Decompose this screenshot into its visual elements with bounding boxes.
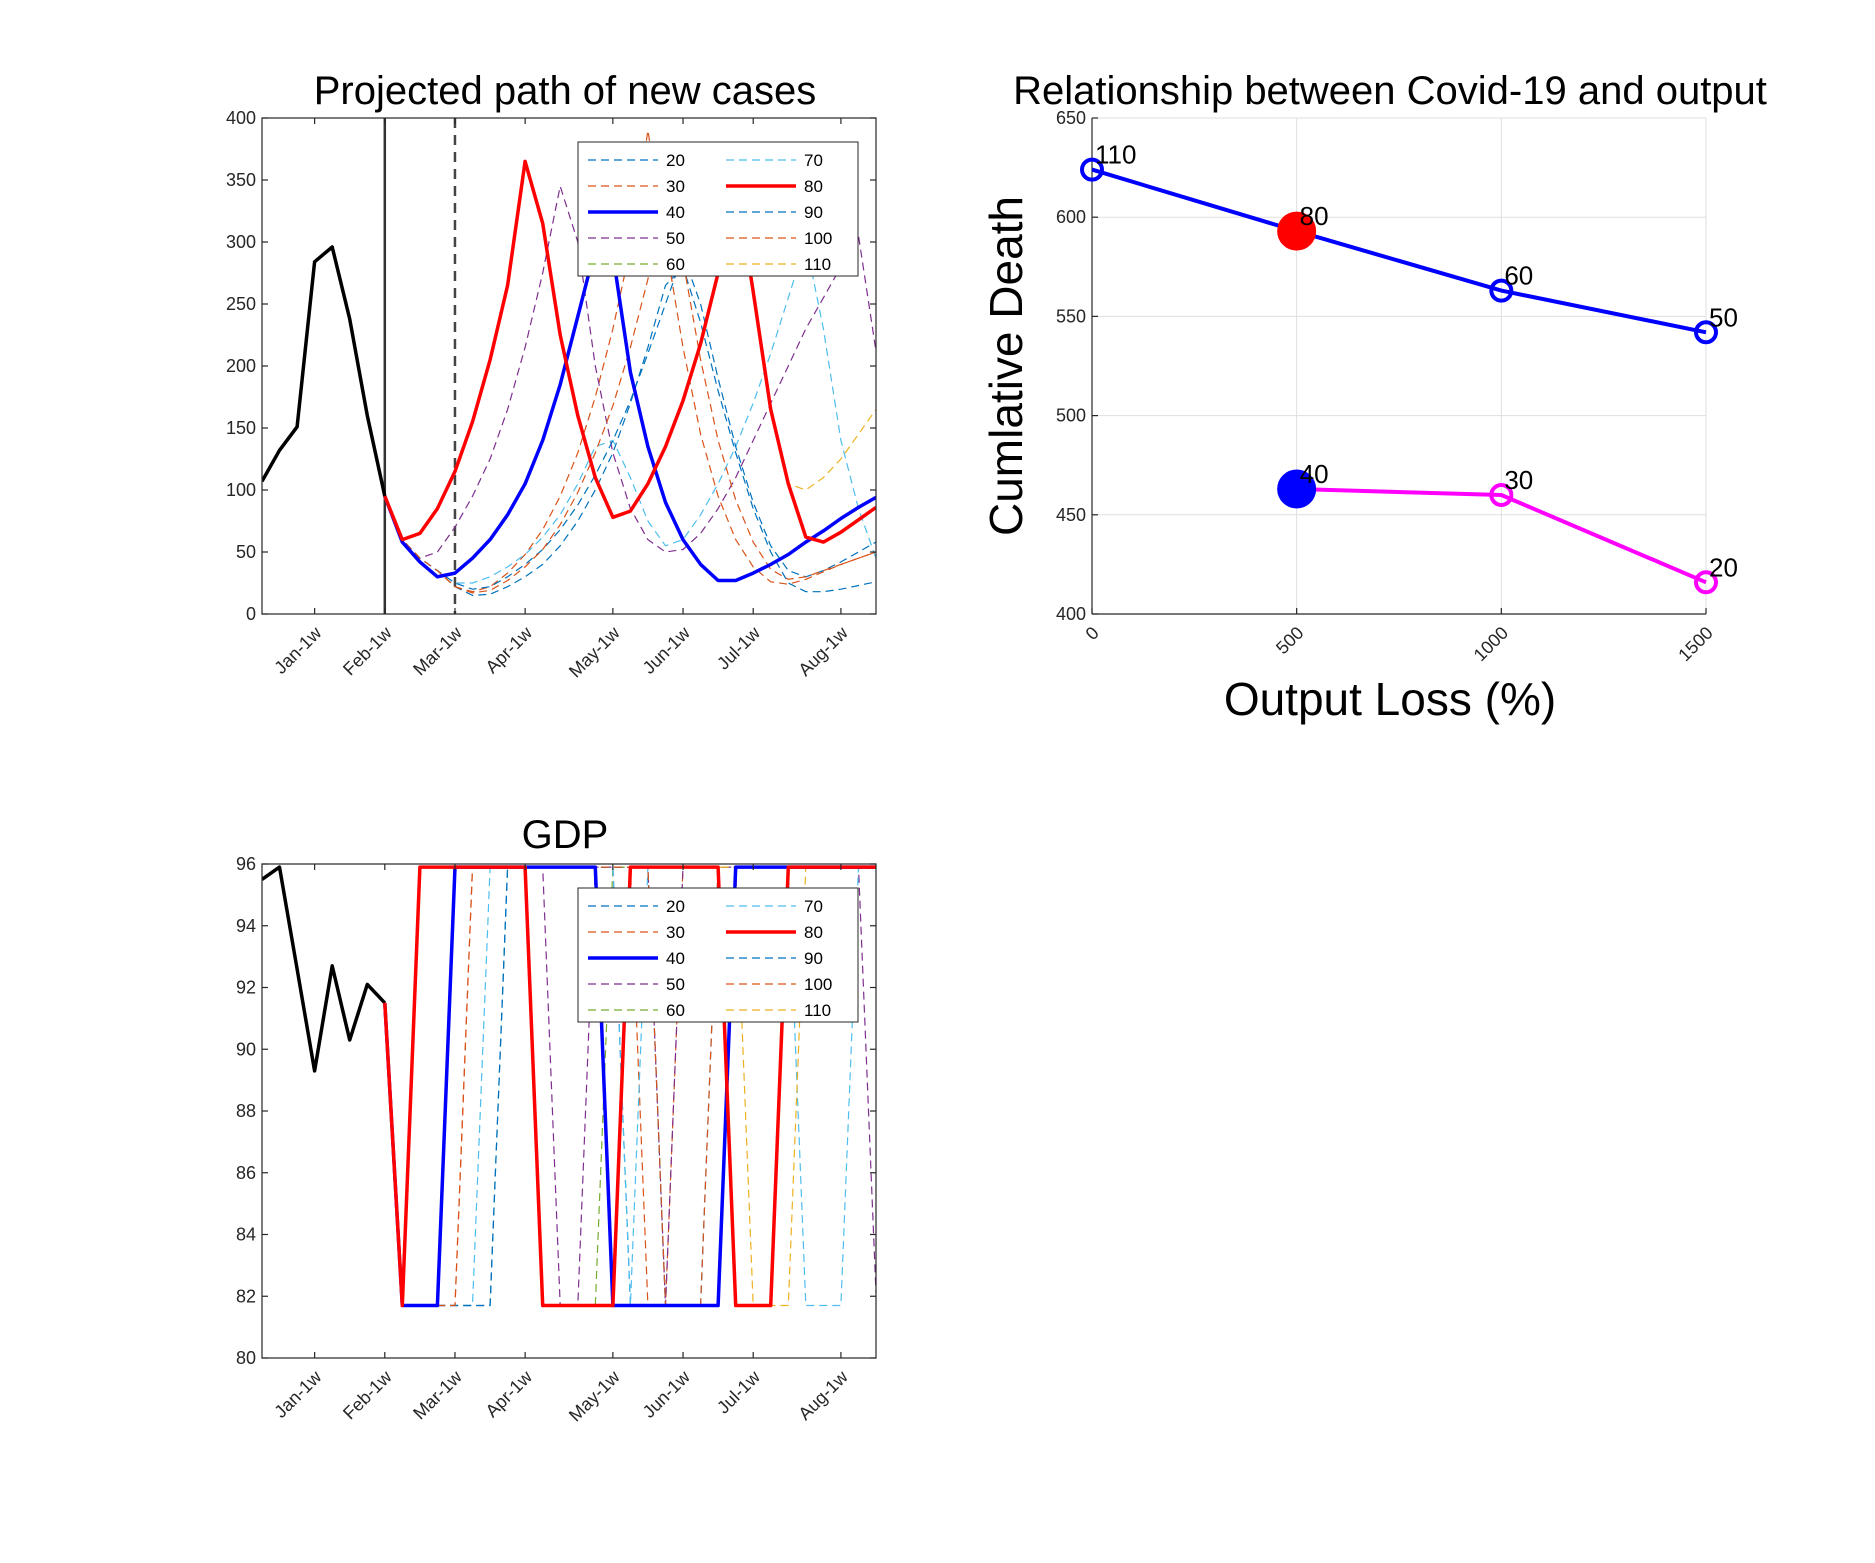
gdp-series-50 (384, 866, 876, 1307)
relation-point-60 (1489, 278, 1514, 303)
relation-xlabel: Output Loss (%) (1224, 673, 1556, 725)
relation-point-50 (1694, 320, 1718, 345)
cases-legend-label-50: 50 (666, 229, 685, 248)
relation-point-label-80: 80 (1300, 201, 1329, 231)
gdp-legend-label-100: 100 (804, 975, 832, 994)
gdp-ytick-label: 86 (236, 1163, 256, 1183)
relation-axes-bg (1092, 118, 1706, 614)
relation-point-label-20: 20 (1709, 552, 1738, 582)
relation-line-lower (1296, 487, 1707, 585)
relation-point-label-50: 50 (1709, 302, 1738, 332)
relation-point-110 (1080, 157, 1104, 182)
relation-ytick-label: 550 (1056, 306, 1086, 326)
relation-ytick-label: 400 (1056, 604, 1086, 624)
cases-ytick-label: 250 (226, 294, 256, 314)
relation-point-label-60: 60 (1504, 261, 1533, 291)
cases-legend-label-100: 100 (804, 229, 832, 248)
cases-series-40 (383, 246, 876, 583)
cases-legend-label-40: 40 (666, 203, 685, 222)
gdp-ytick-label: 82 (236, 1286, 256, 1306)
cases-ytick-label: 0 (246, 604, 256, 624)
relation-point-filled-80 (1277, 211, 1317, 251)
relation-ylabel: Cumlative Death (980, 196, 1032, 536)
cases-legend: 20 30 40 50 60 70 80 90 100 110 (577, 141, 859, 277)
relation-ytick-label: 500 (1056, 406, 1086, 426)
gdp-ytick-label: 94 (236, 916, 256, 936)
gdp-legend-label-40: 40 (666, 949, 685, 968)
gdp-series-group (262, 865, 876, 1308)
cases-ytick-label: 400 (226, 108, 256, 128)
relation-point-label-40: 40 (1300, 459, 1329, 489)
gdp-legend-label-110: 110 (804, 1001, 831, 1020)
relation-line-upper (1091, 167, 1707, 335)
cases-legend-label-110: 110 (804, 255, 831, 274)
cases-series-100 (384, 198, 876, 594)
gdp-ytick-label: 96 (236, 854, 256, 874)
cases-legend-label-60: 60 (666, 255, 685, 274)
cases-title: Projected path of new cases (314, 69, 817, 113)
cases-series-history (262, 245, 387, 497)
cases-series-90 (384, 253, 876, 590)
cases-series-20 (384, 266, 876, 597)
relation-point-filled-40 (1277, 469, 1317, 509)
cases-legend-label-70: 70 (804, 151, 823, 170)
relation-point-30 (1489, 482, 1514, 507)
gdp-series-80 (383, 865, 876, 1308)
relation-ytick-label: 600 (1056, 207, 1086, 227)
gdp-legend-label-90: 90 (804, 949, 823, 968)
cases-legend-label-20: 20 (666, 151, 685, 170)
relation-title: Relationship between Covid-19 and output (1013, 69, 1767, 113)
gdp-ytick-label: 80 (236, 1348, 256, 1368)
gdp-ytick-label: 92 (236, 978, 256, 998)
cases-series-80 (383, 159, 876, 544)
cases-ytick-label: 100 (226, 480, 256, 500)
gdp-ytick-label: 84 (236, 1225, 256, 1245)
gdp-legend-label-70: 70 (804, 897, 823, 916)
gdp-legend-label-80: 80 (804, 923, 823, 942)
gdp-legend-label-50: 50 (666, 975, 685, 994)
gdp-ytick-label: 88 (236, 1101, 256, 1121)
relation-point-label-110: 110 (1095, 140, 1136, 170)
gdp-legend: 20 30 40 50 60 70 80 90 100 110 (577, 887, 859, 1023)
gdp-series-100 (384, 866, 876, 1307)
relation-point-label-30: 30 (1504, 465, 1533, 495)
gdp-ytick-label: 90 (236, 1039, 256, 1059)
gdp-legend-label-20: 20 (666, 897, 685, 916)
cases-ytick-label: 300 (226, 232, 256, 252)
cases-ytick-label: 350 (226, 170, 256, 190)
gdp-legend-box (577, 887, 859, 1023)
gdp-legend-label-60: 60 (666, 1001, 685, 1020)
relation-panel: Relationship between Covid-19 and output… (980, 69, 1767, 725)
cases-legend-label-80: 80 (804, 177, 823, 196)
relation-point-20 (1694, 570, 1718, 595)
gdp-title: GDP (522, 813, 609, 857)
relation-ytick-label: 450 (1056, 505, 1086, 525)
cases-legend-label-30: 30 (666, 177, 685, 196)
cases-panel: Projected path of new cases 0 50 100 150 200… (226, 69, 877, 681)
gdp-legend-label-30: 30 (666, 923, 685, 942)
cases-legend-box (577, 141, 859, 277)
cases-ytick-label: 50 (236, 542, 256, 562)
cases-series-30 (384, 129, 876, 593)
cases-ytick-label: 200 (226, 356, 256, 376)
cases-ytick-label: 150 (226, 418, 256, 438)
cases-legend-label-90: 90 (804, 203, 823, 222)
cases-series-group (262, 118, 876, 614)
gdp-series-history (262, 865, 387, 1073)
relation-ytick-label: 650 (1056, 108, 1086, 128)
cases-series-70 (384, 241, 876, 584)
